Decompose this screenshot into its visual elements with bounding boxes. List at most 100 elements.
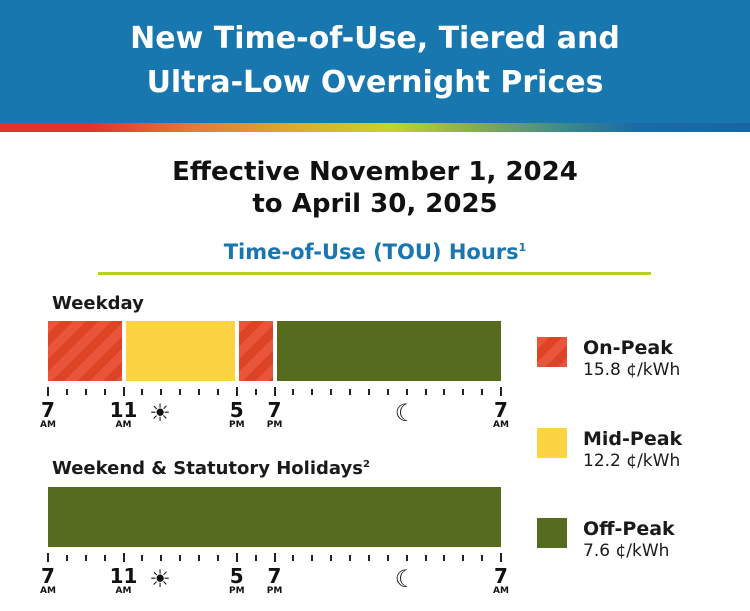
time-label-ampm: AM [493,420,509,430]
time-label: 7 PM [255,400,295,430]
minor-tick [481,555,484,561]
minor-tick [424,555,427,561]
time-label-hour: 5 [229,398,244,422]
minor-tick [349,555,351,561]
time-label-hour: 7 [267,398,282,422]
legend-price: 15.8 ¢/kWh [583,360,681,380]
minor-tick [311,389,314,395]
minor-tick [198,389,200,395]
legend-mid-peak: Mid-Peak 12.2 ¢/kWh [583,428,682,472]
time-label-hour: 11 [109,564,138,588]
time-label: 7 AM [28,400,68,430]
tou-heading: Time-of-Use (TOU) Hours1 [0,240,750,264]
major-tick [122,387,125,396]
off-peak-segment [276,321,501,381]
minor-tick [443,555,446,561]
minor-tick [103,555,106,561]
header-banner: New Time-of-Use, Tiered and Ultra-Low Ov… [0,0,750,123]
minor-tick [84,389,87,395]
minor-tick [216,555,219,561]
time-label-hour: 7 [494,564,508,588]
legend-name: Off-Peak [583,518,675,540]
time-label-hour: 11 [109,398,138,422]
minor-tick [462,389,465,395]
time-label: 11 AM [104,400,144,430]
time-label-ampm: AM [493,586,509,596]
time-label-ampm: AM [40,420,56,430]
minor-tick [367,555,370,561]
minor-tick [405,389,408,395]
effective-line-1: Effective November 1, 2024 [172,157,578,187]
minor-tick [292,389,295,395]
mid-peak-swatch [537,428,567,458]
weekend-label-text: Weekend & Statutory Holidays [52,458,363,479]
minor-tick [160,389,163,395]
minor-tick [386,389,389,395]
minor-tick [330,555,333,561]
tou-heading-text: Time-of-Use (TOU) Hours [223,240,519,264]
time-label-ampm: AM [40,586,56,596]
minor-tick [330,389,333,395]
minor-tick [254,555,257,561]
minor-tick [292,555,295,561]
minor-tick [216,389,219,395]
minor-tick [386,555,389,561]
time-label: 5 PM [217,400,257,430]
divider [98,272,651,275]
time-label-hour: 7 [267,564,282,588]
time-label: 7 AM [28,566,68,596]
time-label: 7 AM [481,400,521,430]
minor-tick [65,389,68,395]
legend-price: 7.6 ¢/kWh [583,541,670,561]
time-label: 7 AM [481,566,521,596]
off-peak-segment [48,487,501,547]
minor-tick [367,389,370,395]
minor-tick [462,555,465,561]
moon-icon: ☾ [394,565,417,593]
minor-tick [481,389,484,395]
major-tick [47,553,49,562]
minor-tick [160,555,163,561]
time-label-ampm: PM [266,586,283,596]
legend-name: On-Peak [583,337,673,359]
weekday-timeline-bar [48,321,501,381]
legend-on-peak: On-Peak 15.8 ¢/kWh [583,337,680,381]
minor-tick [141,389,144,395]
minor-tick [179,555,182,561]
minor-tick [141,555,144,561]
minor-tick [103,389,106,395]
weekday-label: Weekday [52,293,144,314]
time-label-ampm: PM [228,586,245,596]
major-tick [235,553,238,562]
weekend-timeline-bar [48,487,501,547]
on-peak-swatch [537,337,567,367]
title-line-2: Ultra-Low Overnight Prices [146,65,604,100]
moon-icon: ☾ [394,399,417,427]
sun-icon: ☀ [149,565,171,593]
major-tick [273,553,276,562]
time-label-ampm: PM [228,420,245,430]
major-tick [122,553,125,562]
minor-tick [198,555,200,561]
legend-off-peak: Off-Peak 7.6 ¢/kWh [583,518,675,562]
minor-tick [311,555,314,561]
time-label: 11 AM [104,566,144,596]
time-label-hour: 5 [229,564,244,588]
off-peak-swatch [537,518,567,548]
gradient-strip [0,123,750,132]
time-label: 5 PM [217,566,257,596]
time-label-hour: 7 [494,398,508,422]
major-tick [235,387,238,396]
minor-tick [443,389,446,395]
major-tick [500,387,502,396]
on-peak-segment [238,321,273,381]
time-label-ampm: PM [266,420,283,430]
major-tick [273,387,276,396]
minor-tick [254,389,257,395]
major-tick [47,387,49,396]
on-peak-segment [48,321,122,381]
mid-peak-segment [125,321,235,381]
time-label-ampm: AM [115,586,132,596]
major-tick [500,553,502,562]
time-label: 7 PM [255,566,295,596]
